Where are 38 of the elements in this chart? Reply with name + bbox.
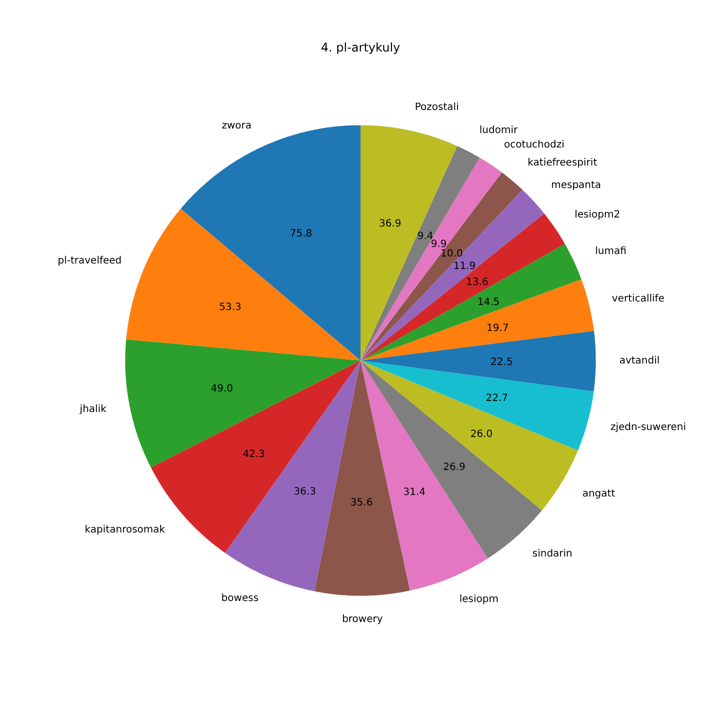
data-label: 22.5 <box>490 356 513 368</box>
data-label: 26.0 <box>470 429 493 440</box>
slice-label: sindarin <box>532 548 572 560</box>
data-label: 36.3 <box>294 486 316 498</box>
chart-title: 4. pl-artykuly <box>320 40 400 55</box>
slice-label: lesiopm2 <box>574 210 620 221</box>
slice-label: lumafi <box>595 246 626 257</box>
data-label: 19.7 <box>486 323 509 334</box>
slice-label: ludomir <box>479 125 518 136</box>
slice-label: mespanta <box>551 180 602 191</box>
slice-label: browery <box>342 614 383 625</box>
slice-label: kapitanrosomak <box>84 524 166 536</box>
data-label: 75.8 <box>290 228 312 240</box>
slice-label: verticallife <box>612 294 664 305</box>
data-label: 42.3 <box>242 449 266 460</box>
data-label: 11.9 <box>453 260 476 272</box>
slice-label: pl-travelfeed <box>58 255 122 266</box>
data-label: 9.9 <box>430 239 447 250</box>
data-label: 26.9 <box>443 462 466 474</box>
data-label: 13.6 <box>466 277 488 288</box>
slice-label: Pozostali <box>414 102 459 113</box>
data-label: 31.4 <box>403 486 426 498</box>
data-label: 49.0 <box>210 383 234 394</box>
data-label: 14.5 <box>477 296 500 308</box>
slice-label: ocotuchodzi <box>504 140 564 151</box>
slice-label: bowess <box>221 592 259 604</box>
data-label: 10.0 <box>440 248 463 260</box>
slice-label: lesiopm <box>459 594 498 606</box>
data-label: 53.3 <box>219 302 242 314</box>
slice-label: angatt <box>582 488 616 500</box>
slice-label: zjedn-suwereni <box>610 422 686 433</box>
slice-label: avtandil <box>619 356 660 367</box>
slice-label: jhalik <box>78 404 107 416</box>
slice-label: katiefreespirit <box>528 157 598 168</box>
data-label: 22.7 <box>486 393 508 404</box>
slice-label: zwora <box>222 120 252 132</box>
data-label: 36.9 <box>379 218 402 230</box>
data-label: 35.6 <box>350 498 373 509</box>
